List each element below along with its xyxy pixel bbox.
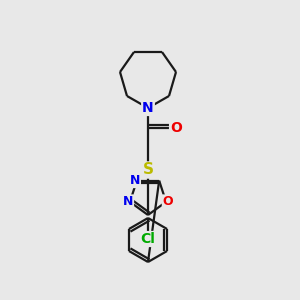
Text: O: O xyxy=(170,121,182,135)
Text: N: N xyxy=(123,195,133,208)
Text: S: S xyxy=(142,163,154,178)
Text: Cl: Cl xyxy=(141,232,155,246)
Text: N: N xyxy=(130,174,140,187)
Text: O: O xyxy=(163,195,173,208)
Text: N: N xyxy=(142,101,154,115)
